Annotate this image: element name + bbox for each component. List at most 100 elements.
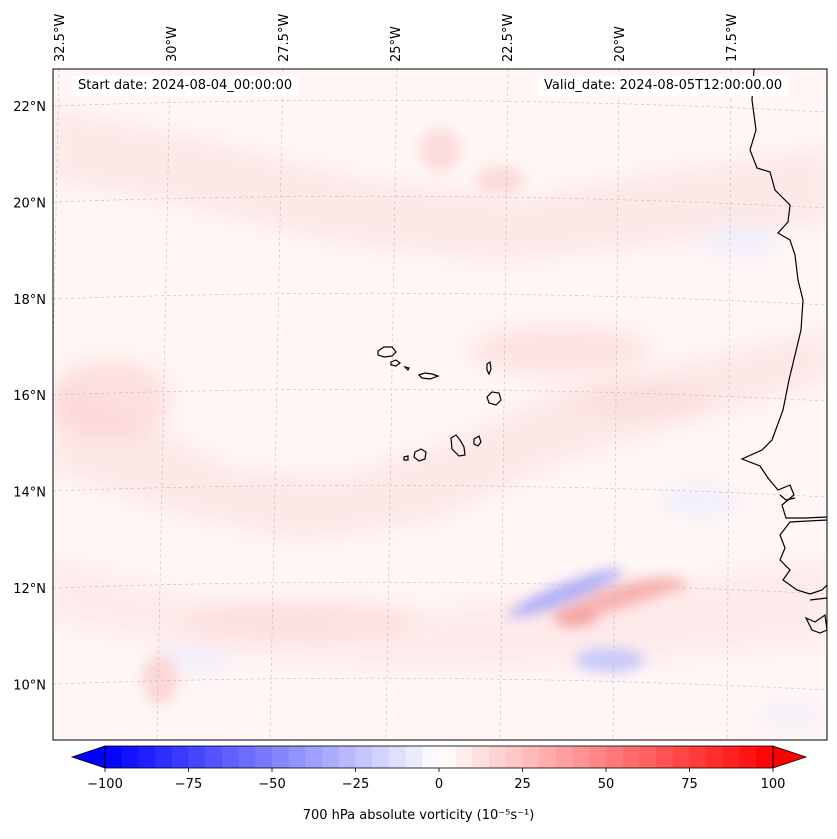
colorbar-segment bbox=[639, 746, 657, 768]
colorbar-tick-label: 0 bbox=[435, 777, 443, 792]
gridlines bbox=[53, 69, 827, 740]
field-region-positive bbox=[570, 382, 710, 418]
longitude-label: 32.5°W bbox=[53, 14, 68, 62]
colorbar-segment bbox=[188, 746, 206, 768]
gridline-meridian bbox=[612, 69, 620, 740]
colorbar-segment bbox=[288, 746, 306, 768]
island-santo-antao bbox=[377, 346, 397, 358]
colorbar-segment bbox=[171, 746, 189, 768]
longitude-labels: 32.5°W 30°W 27.5°W 25°W 22.5°W 20°W 17.5°W bbox=[53, 14, 740, 62]
colorbar-segment bbox=[472, 746, 490, 768]
gridline-parallel bbox=[53, 195, 827, 209]
latitude-labels: 22°N 20°N 18°N 16°N 14°N 12°N 10°N bbox=[13, 100, 46, 693]
coastline-south bbox=[779, 519, 828, 595]
colorbar-segment bbox=[105, 746, 123, 768]
island-sal bbox=[486, 360, 492, 376]
coastline-cape bbox=[779, 494, 796, 501]
coastline-estuary bbox=[809, 597, 828, 601]
colorbar-segment bbox=[622, 746, 640, 768]
colorbar-tick-label: −100 bbox=[87, 777, 123, 792]
colorbar-segment bbox=[305, 746, 323, 768]
gridline-parallel bbox=[53, 99, 827, 113]
gridline-parallel bbox=[53, 677, 827, 691]
start-date-label: Start date: 2024-08-04_00:00:00 bbox=[72, 76, 299, 96]
colorbar-segment bbox=[272, 746, 290, 768]
colorbar-segment bbox=[689, 746, 707, 768]
longitude-label: 17.5°W bbox=[725, 14, 740, 62]
colorbar-segment bbox=[722, 746, 741, 768]
colorbar-segment bbox=[522, 746, 540, 768]
colorbar-segment bbox=[422, 746, 440, 768]
colorbar-segment bbox=[589, 746, 607, 768]
colorbar: −100 −75 −50 −25 0 25 50 75 100 bbox=[70, 745, 808, 792]
colorbar-segment bbox=[221, 746, 240, 768]
colorbar-segment bbox=[572, 746, 590, 768]
latitude-label: 18°N bbox=[13, 293, 46, 308]
field-feature-negative bbox=[575, 648, 645, 672]
colorbar-tick-label: −25 bbox=[342, 777, 369, 792]
colorbar-segment bbox=[455, 746, 473, 768]
colorbar-segment bbox=[756, 746, 774, 768]
colorbar-tick-label: 100 bbox=[761, 777, 786, 792]
latitude-label: 14°N bbox=[13, 486, 46, 501]
colorbar-segment bbox=[439, 746, 457, 768]
latitude-label: 12°N bbox=[13, 582, 46, 597]
colorbar-tick-label: 25 bbox=[514, 777, 531, 792]
field-region-positive bbox=[53, 360, 170, 440]
gridline-parallel bbox=[53, 484, 827, 498]
map-frame bbox=[52, 68, 828, 741]
field-feature-positive bbox=[475, 166, 525, 194]
field-region-negative bbox=[660, 486, 740, 514]
gridline-parallel bbox=[53, 292, 827, 306]
island-brava bbox=[403, 455, 409, 461]
colorbar-segment bbox=[656, 746, 674, 768]
longitude-label: 22.5°W bbox=[501, 14, 516, 62]
colorbar-tick-label: 50 bbox=[598, 777, 615, 792]
colorbar-extend-low bbox=[70, 745, 106, 769]
colorbar-segment bbox=[539, 746, 557, 768]
latitude-label: 22°N bbox=[13, 100, 46, 115]
field-region-negative bbox=[760, 705, 820, 725]
colorbar-segment bbox=[606, 746, 624, 768]
coastline-mainland bbox=[740, 68, 828, 519]
colorbar-segment bbox=[388, 746, 407, 768]
longitude-label: 30°W bbox=[165, 26, 180, 62]
gridline-meridian bbox=[156, 69, 171, 740]
longitude-label: 25°W bbox=[389, 26, 404, 62]
field-region-positive bbox=[180, 600, 420, 640]
field-region-negative bbox=[700, 226, 780, 254]
colorbar-tick-label: −75 bbox=[175, 777, 202, 792]
island-fogo bbox=[413, 448, 427, 462]
valid-date-label: Valid_date: 2024-08-05T12:00:00.00 bbox=[538, 76, 789, 96]
field-region-positive bbox=[470, 325, 650, 375]
colorbar-segment bbox=[322, 746, 340, 768]
gridline-meridian bbox=[385, 69, 398, 740]
field-feature-positive bbox=[553, 607, 597, 627]
field-feature-positive bbox=[420, 128, 460, 172]
colorbar-segment bbox=[205, 746, 223, 768]
colorbar-segment bbox=[255, 746, 273, 768]
island-santa-luzia bbox=[403, 365, 410, 372]
latitude-label: 20°N bbox=[13, 196, 46, 211]
colorbar-tick-label: 75 bbox=[681, 777, 698, 792]
field-band-positive bbox=[53, 110, 827, 260]
field-feature-positive bbox=[142, 655, 178, 705]
field-feature-negative bbox=[505, 569, 625, 617]
colorbar-segment bbox=[238, 746, 256, 768]
colorbar-tick-label: −50 bbox=[258, 777, 285, 792]
colorbar-segment bbox=[355, 746, 373, 768]
colorbar-segment bbox=[706, 746, 724, 768]
colorbar-title: 700 hPa absolute vorticity (10⁻⁵s⁻¹) bbox=[302, 808, 535, 823]
island-santiago bbox=[450, 434, 466, 457]
field-feature-positive bbox=[555, 577, 690, 620]
cabo-verde-islands bbox=[377, 346, 502, 462]
colorbar-segment bbox=[338, 746, 356, 768]
gridline-meridian bbox=[726, 69, 732, 740]
vorticity-field bbox=[53, 110, 827, 725]
colorbar-segment bbox=[372, 746, 390, 768]
colorbar-segment bbox=[405, 746, 423, 768]
gridline-meridian bbox=[499, 69, 509, 740]
colorbar-segment bbox=[489, 746, 507, 768]
island-maio bbox=[473, 435, 482, 447]
colorbar-segment bbox=[155, 746, 173, 768]
